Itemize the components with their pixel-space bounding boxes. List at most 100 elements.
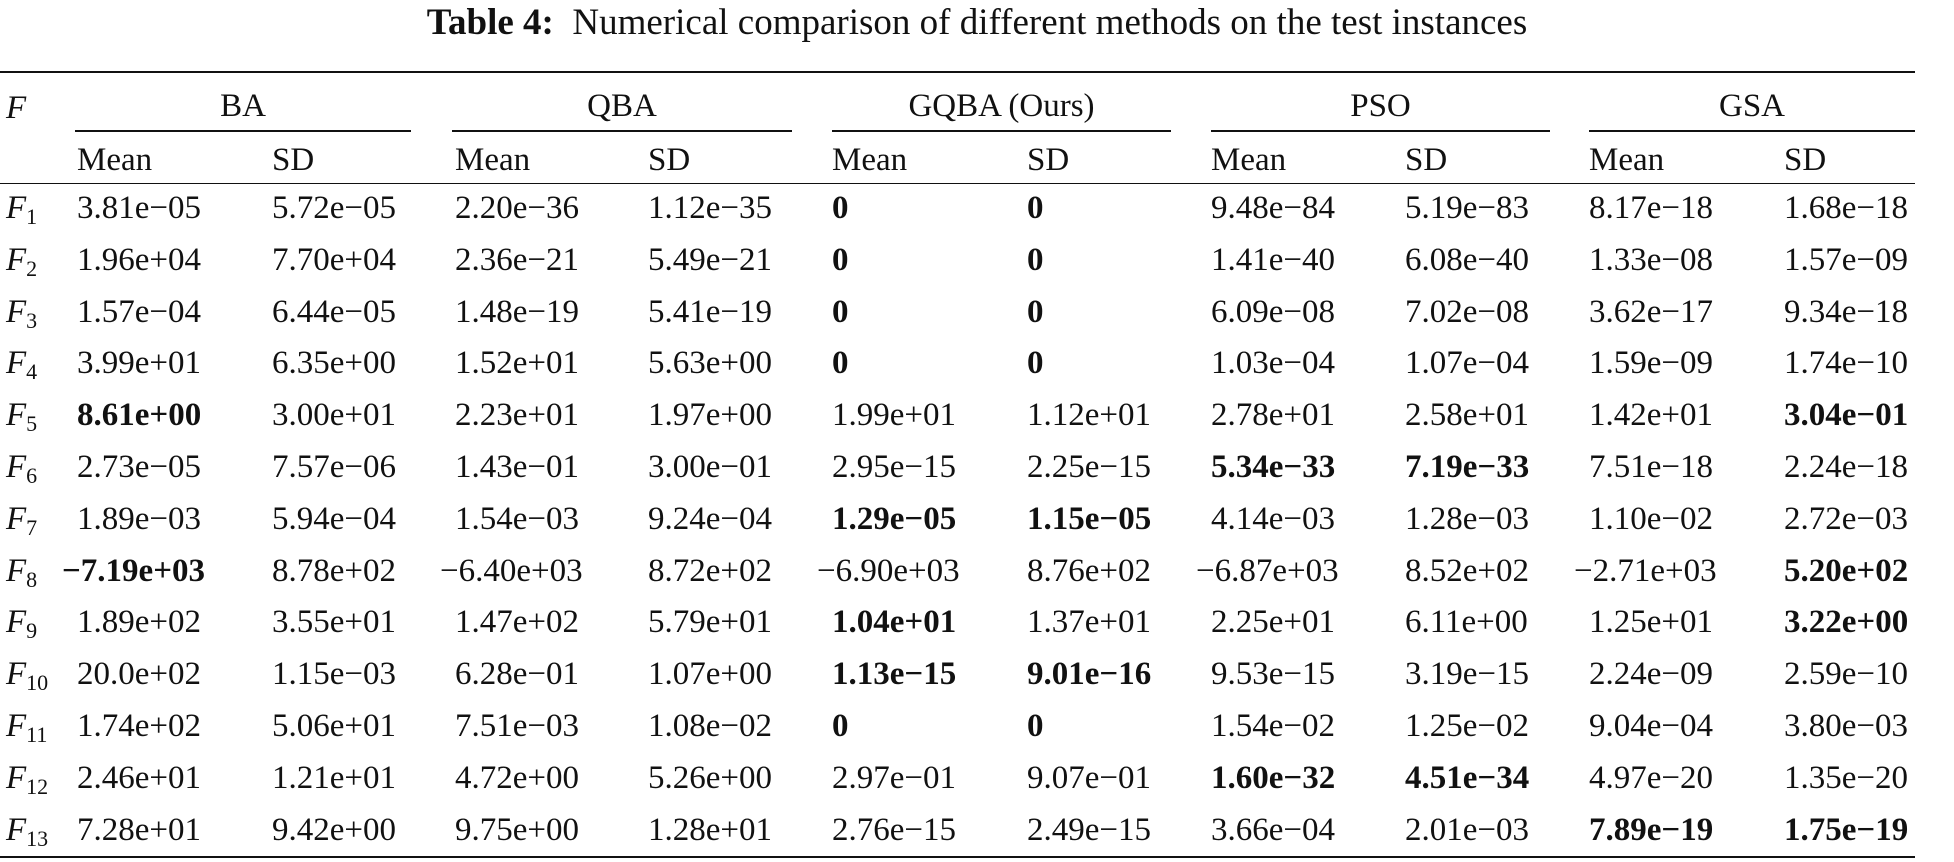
cell: 5.49e−21 bbox=[648, 241, 773, 278]
group-header: QBA bbox=[587, 88, 657, 124]
function-index: 6 bbox=[26, 463, 38, 488]
cell: 1.15e−05 bbox=[1027, 500, 1152, 537]
cell: 7.70e+04 bbox=[272, 241, 397, 278]
cell: 8.17e−18 bbox=[1589, 190, 1714, 226]
cell: 1.57e−04 bbox=[77, 293, 202, 330]
cell: 0 bbox=[1027, 190, 1044, 226]
cell: 2.20e−36 bbox=[455, 190, 580, 226]
cell: 2.49e−15 bbox=[1027, 811, 1152, 848]
cell: 1.89e+02 bbox=[77, 604, 202, 641]
function-index: 10 bbox=[26, 670, 49, 696]
sub-header: SD bbox=[1405, 142, 1448, 178]
cell: 1.47e+02 bbox=[455, 604, 580, 641]
function-name: F bbox=[6, 656, 27, 693]
cell: 9.48e−84 bbox=[1211, 190, 1336, 226]
cell: 1.68e−18 bbox=[1784, 190, 1909, 226]
cell: 4.72e+00 bbox=[455, 759, 580, 796]
function-index: 13 bbox=[26, 825, 49, 851]
cell: 9.01e−16 bbox=[1027, 656, 1152, 693]
group-underline bbox=[1211, 130, 1550, 132]
cell: 2.97e−01 bbox=[832, 759, 957, 796]
cell: 7.51e−03 bbox=[455, 708, 580, 744]
cell: 4.97e−20 bbox=[1589, 759, 1714, 796]
cell: 0 bbox=[1027, 293, 1044, 330]
cell: 1.12e−35 bbox=[648, 190, 773, 226]
cell: 9.04e−04 bbox=[1589, 708, 1714, 744]
sub-header: SD bbox=[648, 142, 691, 178]
cell: 1.97e+00 bbox=[648, 397, 773, 434]
cell: 1.54e−03 bbox=[455, 500, 580, 537]
cell: 7.57e−06 bbox=[272, 449, 397, 485]
corner-header: F bbox=[6, 90, 27, 126]
cell: 9.24e−04 bbox=[648, 500, 773, 537]
cell: 2.25e−15 bbox=[1027, 449, 1152, 485]
cell: 1.13e−15 bbox=[832, 656, 957, 693]
cell: 6.09e−08 bbox=[1211, 293, 1336, 330]
cell: 6.35e+00 bbox=[272, 345, 397, 382]
cell: 3.22e+00 bbox=[1784, 604, 1909, 641]
cell: 5.19e−83 bbox=[1405, 190, 1530, 226]
sub-header: Mean bbox=[1589, 142, 1665, 178]
cell: 1.21e+01 bbox=[272, 759, 397, 796]
cell: 1.37e+01 bbox=[1027, 604, 1152, 641]
cell: 1.04e+01 bbox=[832, 604, 957, 641]
row-label: F8 bbox=[6, 551, 37, 591]
cell: 5.26e+00 bbox=[648, 759, 773, 796]
cell: 1.29e−05 bbox=[832, 500, 957, 537]
function-index: 8 bbox=[26, 566, 38, 592]
group-header: PSO bbox=[1350, 88, 1411, 124]
function-name: F bbox=[6, 449, 27, 485]
function-name: F bbox=[6, 397, 27, 434]
group-underline bbox=[452, 130, 792, 132]
cell: 2.24e−18 bbox=[1784, 449, 1909, 485]
cell: 1.60e−32 bbox=[1211, 759, 1336, 796]
cell: 2.72e−03 bbox=[1784, 500, 1909, 537]
cell: 3.66e−04 bbox=[1211, 811, 1336, 848]
cell: 1.15e−03 bbox=[272, 656, 397, 693]
cell: 1.99e+01 bbox=[832, 397, 957, 434]
cell: 1.54e−02 bbox=[1211, 708, 1336, 744]
cell: 1.08e−02 bbox=[648, 708, 773, 744]
cell: −6.40e+03 bbox=[440, 552, 583, 589]
cell: 6.11e+00 bbox=[1405, 604, 1528, 641]
function-index: 1 bbox=[26, 204, 38, 229]
cell: 0 bbox=[832, 190, 849, 226]
cell: 3.80e−03 bbox=[1784, 708, 1909, 744]
cell: −6.90e+03 bbox=[817, 552, 960, 589]
cell: 2.36e−21 bbox=[455, 241, 580, 278]
function-index: 11 bbox=[26, 722, 48, 747]
cell: 1.25e−02 bbox=[1405, 708, 1530, 744]
cell: 2.24e−09 bbox=[1589, 656, 1714, 693]
function-index: 7 bbox=[26, 514, 38, 540]
cell: 3.00e−01 bbox=[648, 449, 773, 485]
cell: 8.52e+02 bbox=[1405, 552, 1530, 589]
row-label: F12 bbox=[6, 758, 48, 798]
function-name: F bbox=[6, 500, 27, 537]
function-name: F bbox=[6, 708, 27, 744]
cell: 8.76e+02 bbox=[1027, 552, 1152, 589]
cell: 1.28e−03 bbox=[1405, 500, 1530, 537]
cell: 0 bbox=[832, 345, 849, 382]
title-text: Numerical comparison of different method… bbox=[572, 2, 1528, 43]
cell: 3.81e−05 bbox=[77, 190, 202, 226]
cell: 2.78e+01 bbox=[1211, 397, 1336, 434]
function-name: F bbox=[6, 759, 27, 796]
cell: 2.95e−15 bbox=[832, 449, 957, 485]
cell: 9.53e−15 bbox=[1211, 656, 1336, 693]
function-index: 5 bbox=[26, 411, 38, 437]
cell: 2.59e−10 bbox=[1784, 656, 1909, 693]
function-index: 4 bbox=[26, 359, 38, 385]
group-header: GQBA (Ours) bbox=[908, 88, 1095, 124]
cell: 2.73e−05 bbox=[77, 449, 202, 485]
title-label: Table 4: bbox=[426, 2, 554, 43]
cell: 1.03e−04 bbox=[1211, 345, 1336, 382]
cell: 8.61e+00 bbox=[77, 397, 202, 434]
cell: 1.96e+04 bbox=[77, 241, 202, 278]
cell: 0 bbox=[832, 708, 849, 744]
cell: 1.10e−02 bbox=[1589, 500, 1714, 537]
cell: 3.19e−15 bbox=[1405, 656, 1530, 693]
cell: −2.71e+03 bbox=[1574, 552, 1717, 589]
sub-header: Mean bbox=[455, 142, 531, 178]
sub-header: SD bbox=[272, 142, 315, 178]
